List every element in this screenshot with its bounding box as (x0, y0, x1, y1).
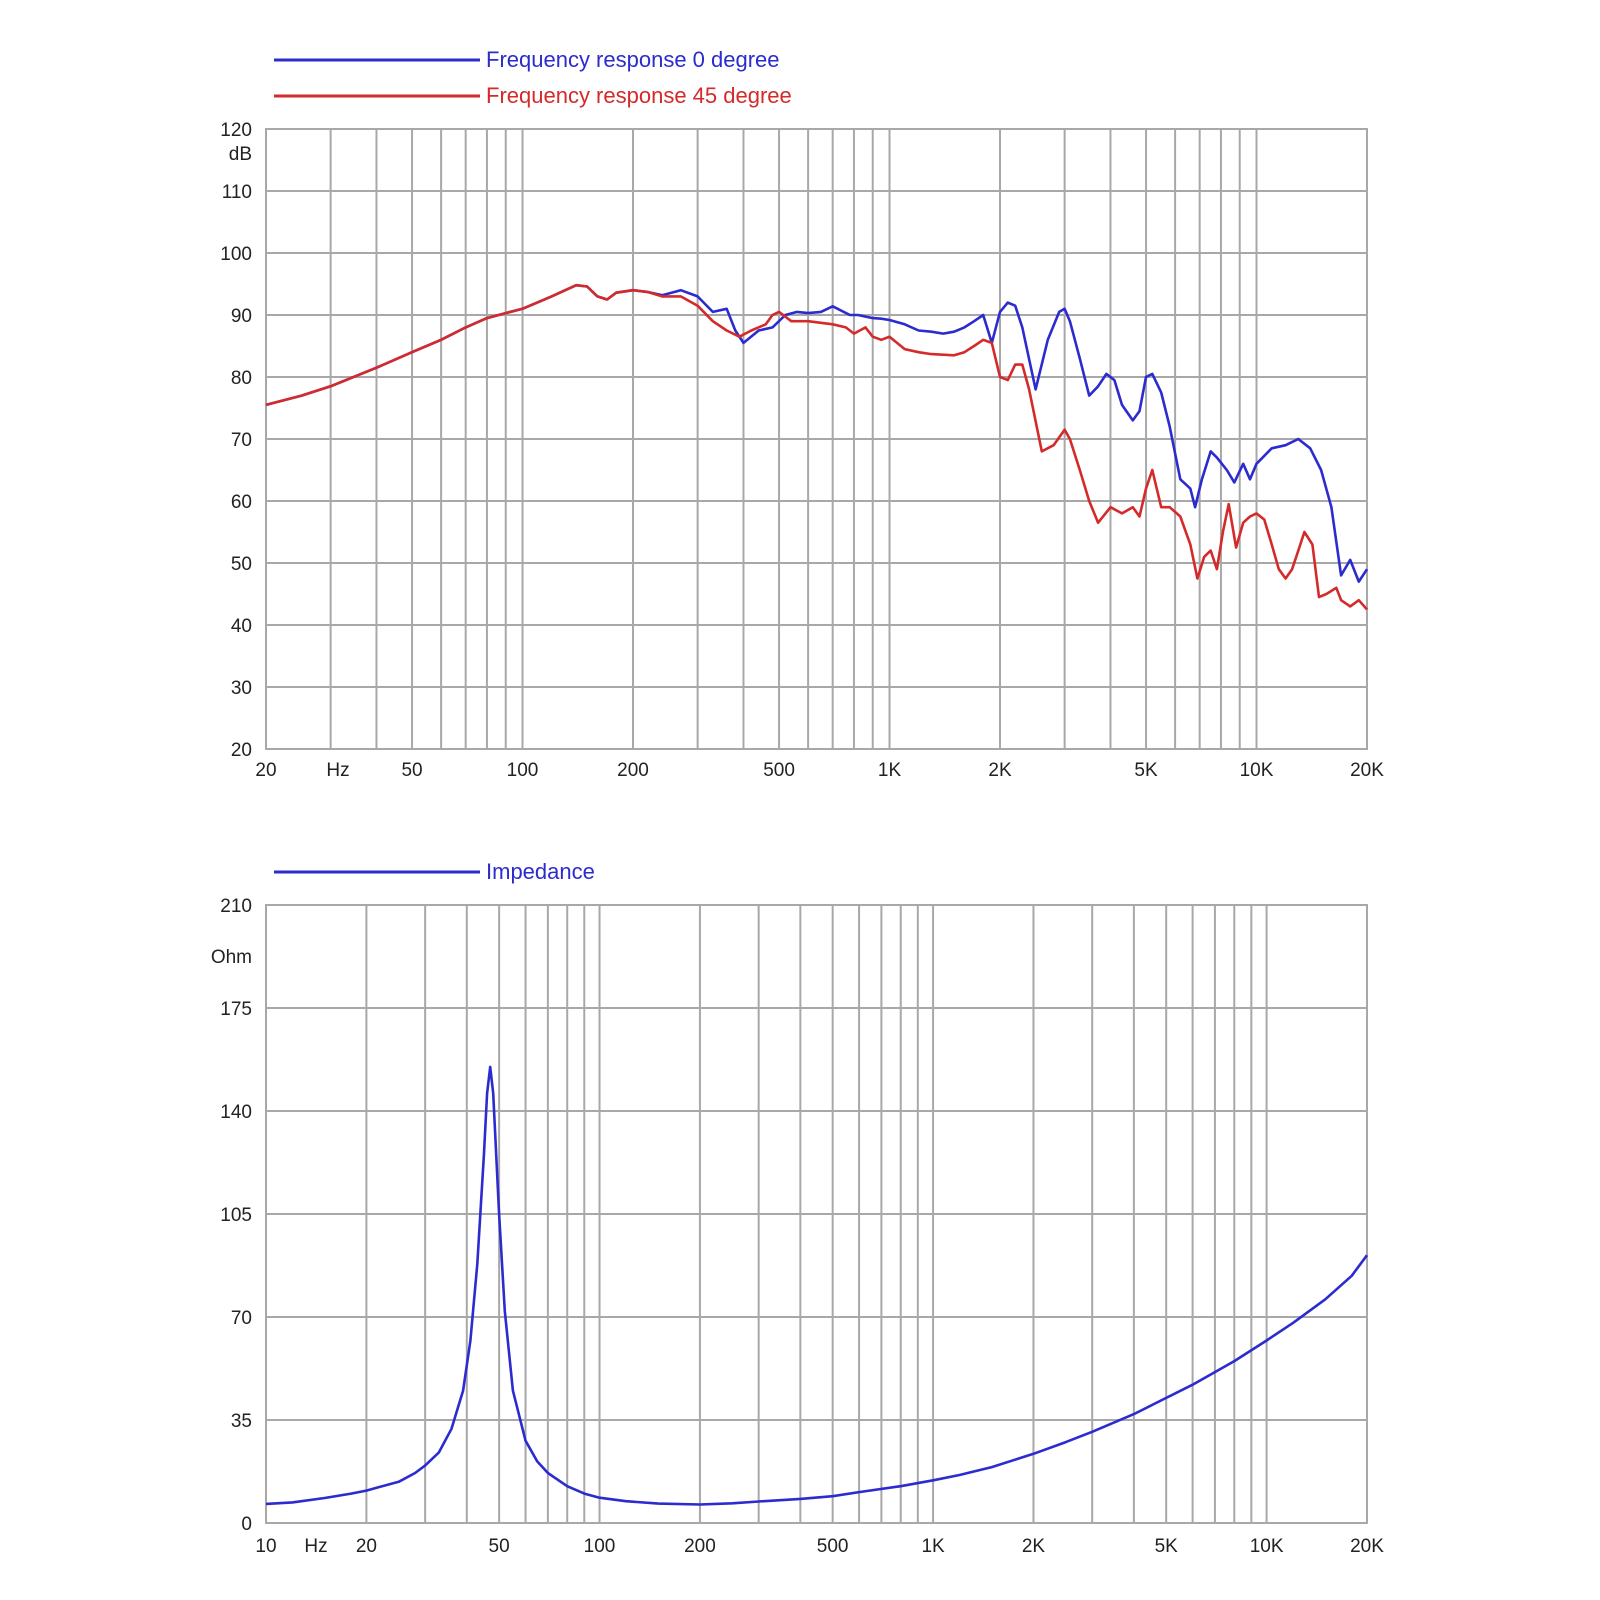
y-tick-label: 120 (220, 120, 252, 141)
series-line (265, 1065, 1369, 1506)
legend-label: Frequency response 45 degree (486, 83, 792, 108)
x-tick-label: 5K (1155, 1536, 1179, 1557)
x-tick-label: 500 (763, 760, 795, 781)
y-tick-label: 90 (231, 306, 252, 327)
y-tick-label: 110 (222, 182, 252, 203)
y-axis-unit: Ohm (211, 947, 252, 968)
x-tick-label: 50 (401, 760, 422, 781)
y-tick-label: 70 (231, 430, 252, 451)
x-tick-label: 2K (988, 760, 1012, 781)
legend-label: Frequency response 0 degree (486, 47, 780, 72)
y-tick-label: 20 (231, 740, 252, 761)
x-tick-label: 20K (1350, 760, 1384, 781)
x-tick-label: 10K (1240, 760, 1274, 781)
y-tick-label: 60 (231, 492, 252, 513)
x-tick-label: 200 (617, 760, 649, 781)
x-tick-label: 10 (255, 1536, 276, 1557)
x-tick-label: 5K (1134, 760, 1158, 781)
x-tick-label: 100 (584, 1536, 616, 1557)
frequency-response-chart: 20 30 40 50 60 70 80 90 100 110 120 dB 20 50 100 200 500… (220, 47, 1384, 781)
x-tick-label: 10K (1250, 1536, 1284, 1557)
x-axis-unit: Hz (326, 760, 349, 781)
y-tick-label: 100 (220, 244, 252, 265)
legend-label: Impedance (486, 859, 595, 884)
y-tick-label: 50 (231, 554, 252, 575)
x-tick-label: 200 (684, 1536, 716, 1557)
y-tick-label: 30 (231, 678, 252, 699)
x-tick-label: 2K (1022, 1536, 1046, 1557)
x-tick-label: 20 (356, 1536, 377, 1557)
y-tick-label: 175 (220, 999, 252, 1020)
y-tick-label: 70 (231, 1308, 252, 1329)
x-tick-label: 500 (817, 1536, 849, 1557)
y-tick-label: 80 (231, 368, 252, 389)
y-axis-unit: dB (229, 144, 252, 165)
y-tick-label: 35 (231, 1411, 252, 1432)
x-tick-label: 20 (255, 760, 276, 781)
y-tick-label: 105 (220, 1205, 252, 1226)
series-line (265, 283, 1368, 611)
y-tick-label: 0 (241, 1514, 252, 1535)
y-tick-label: 210 (220, 896, 252, 917)
impedance-chart: 0 35 70 105 140 175 210 Ohm 10 20 50 100 200 500 1K 2K 5… (211, 859, 1384, 1557)
y-tick-label: 140 (220, 1102, 252, 1123)
y-tick-label: 40 (231, 616, 252, 637)
x-axis-unit: Hz (304, 1536, 327, 1557)
plot-frame (265, 904, 1368, 1524)
x-tick-label: 20K (1350, 1536, 1384, 1557)
x-tick-label: 1K (878, 760, 902, 781)
x-tick-label: 100 (507, 760, 539, 781)
plot-frame (265, 128, 1368, 750)
x-tick-label: 1K (921, 1536, 945, 1557)
x-tick-label: 50 (489, 1536, 510, 1557)
